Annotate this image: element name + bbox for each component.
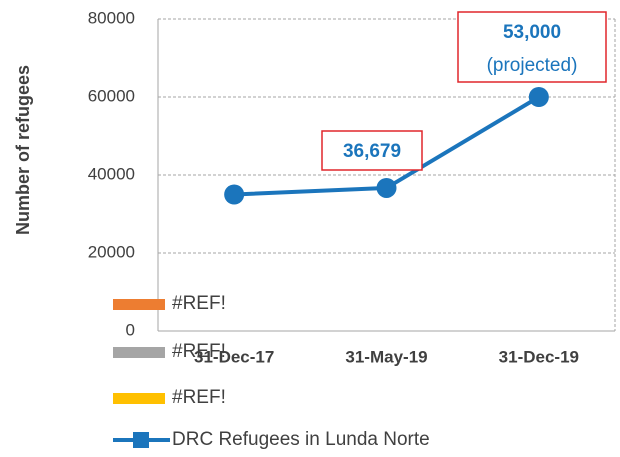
x-tick-label: 31-Dec-19 [499,347,579,366]
annotation-subtext: (projected) [487,55,578,76]
legend-label: #REF! [172,387,226,408]
legend-swatch [113,393,165,404]
y-axis-label: Number of refugees [13,65,33,235]
legend-label: #REF! [172,341,226,362]
annotation: 36,679 [343,141,401,162]
legend-swatch [113,347,165,358]
legend-marker [133,432,149,448]
x-tick-label: 31-Dec-17 [194,347,274,366]
legend-label: #REF! [172,293,226,314]
y-tick-label: 0 [126,320,135,339]
y-tick-label: 40000 [88,164,135,183]
x-tick-label: 31-May-19 [345,347,427,366]
annotation-box [457,11,607,83]
annotation: 53,000 [503,22,561,43]
point [224,184,245,205]
legend-swatch [113,299,165,310]
annotation-box [321,130,423,171]
legend-label: DRC Refugees in Lunda Norte [172,429,430,450]
y-tick-label: 60000 [88,86,135,105]
point [376,177,397,198]
y-tick-label: 20000 [88,242,135,261]
point [528,87,549,107]
y-tick-label: 80000 [88,8,135,27]
